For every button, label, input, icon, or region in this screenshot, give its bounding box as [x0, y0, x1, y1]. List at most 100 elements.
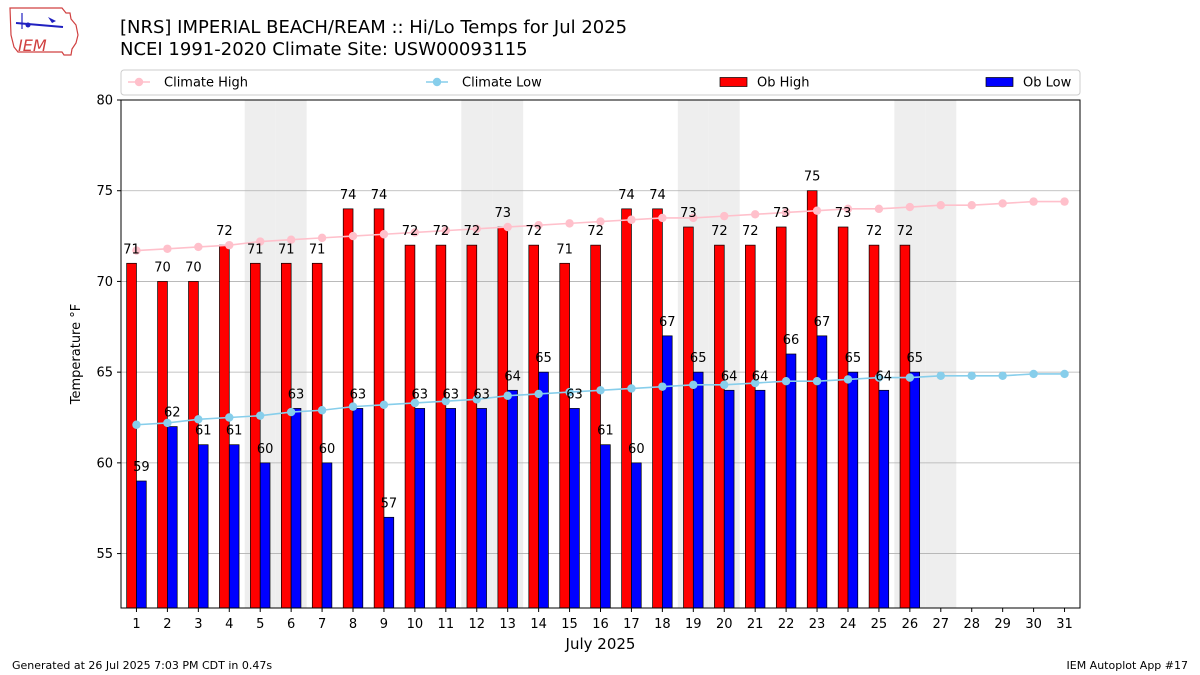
- title-line-2: NCEI 1991-2020 Climate Site: USW00093115: [120, 39, 528, 60]
- ob-low-value-label: 66: [783, 333, 800, 348]
- legend-climate-high-marker: [134, 77, 144, 87]
- app-note: IEM Autoplot App #17: [1066, 659, 1189, 672]
- ob-low-bar: [136, 480, 147, 609]
- ob-low-bar: [445, 408, 456, 609]
- ob-low-value-label: 61: [226, 424, 243, 439]
- ob-low-bar: [692, 371, 704, 609]
- x-tick-label: 23: [809, 617, 826, 632]
- ob-high-value-label: 74: [618, 188, 635, 203]
- climate-high-point: [194, 242, 203, 252]
- ob-low-bar: [414, 408, 426, 609]
- ob-high-value-label: 72: [897, 224, 914, 239]
- ob-low-bar: [754, 389, 766, 609]
- ob-high-bar: [621, 208, 632, 609]
- legend-climate-high-label: Climate High: [164, 76, 248, 91]
- climate-high-point: [750, 210, 760, 219]
- y-tick-label: 75: [96, 184, 113, 199]
- climate-high-point: [689, 213, 698, 223]
- ob-high-value-label: 72: [866, 224, 883, 239]
- y-tick-label: 55: [96, 547, 113, 562]
- ob-high-value-label: 72: [525, 224, 542, 239]
- ob-high-value-label: 71: [556, 242, 573, 257]
- x-tick-label: 17: [623, 617, 640, 632]
- title-line-1: [NRS] IMPERIAL BEACH/REAM :: Hi/Lo Temps…: [120, 17, 628, 38]
- ob-high-bar: [466, 244, 478, 609]
- climate-high-point: [225, 240, 234, 250]
- x-tick-label: 6: [287, 617, 295, 632]
- climate-high-point: [534, 220, 543, 230]
- climate-high-point: [843, 204, 853, 214]
- ob-low-value-label: 63: [442, 387, 459, 402]
- climate-low-point: [256, 411, 265, 420]
- logo-text: IEM: [18, 36, 47, 55]
- ob-low-value-label: 63: [350, 387, 367, 402]
- ob-low-bar: [321, 462, 333, 609]
- x-tick-label: 13: [499, 617, 516, 632]
- ob-low-value-label: 65: [535, 351, 552, 366]
- climate-low-point: [843, 375, 853, 384]
- ob-high-bar: [157, 281, 168, 609]
- climate-low-point: [720, 380, 729, 390]
- climate-low-point: [441, 396, 451, 406]
- y-tick-label: 65: [96, 366, 113, 381]
- climate-low-point: [781, 377, 791, 386]
- ob-low-bar: [878, 389, 890, 609]
- ob-low-value-label: 65: [906, 351, 923, 366]
- legend-climate-low-marker: [432, 77, 442, 87]
- ob-low-bar: [383, 516, 395, 609]
- x-tick-label: 22: [778, 617, 795, 632]
- x-axis-label: July 2025: [565, 635, 636, 653]
- ob-high-bar: [683, 226, 694, 609]
- climate-high-point: [905, 202, 915, 212]
- climate-high-point: [132, 246, 141, 255]
- ob-low-value-label: 59: [133, 460, 150, 475]
- climate-low-point: [565, 387, 574, 397]
- ob-low-value-label: 67: [814, 315, 831, 330]
- ob-low-value-label: 60: [628, 442, 645, 457]
- ob-high-bar: [868, 244, 880, 609]
- climate-low-point: [472, 395, 481, 404]
- climate-high-point: [627, 215, 636, 224]
- ob-low-bar: [259, 462, 271, 609]
- climate-high-point: [503, 222, 512, 232]
- ob-high-value-label: 74: [649, 188, 666, 203]
- ob-high-bar: [280, 262, 292, 609]
- climate-low-point: [534, 389, 543, 399]
- ob-high-value-label: 72: [433, 224, 450, 239]
- ob-high-value-label: 71: [123, 242, 140, 257]
- ob-low-value-label: 65: [690, 351, 707, 366]
- ob-high-value-label: 72: [402, 224, 419, 239]
- x-tick-label: 10: [407, 617, 424, 632]
- ob-high-bar: [775, 226, 787, 609]
- climate-low-point: [627, 384, 636, 393]
- ob-high-bar: [899, 244, 911, 609]
- ob-low-bar: [600, 444, 611, 609]
- x-tick-label: 15: [561, 617, 578, 632]
- iem-logo: IEM: [9, 7, 79, 56]
- climate-low-point: [317, 406, 327, 415]
- ob-low-bar: [662, 335, 673, 609]
- ob-low-value-label: 65: [845, 351, 862, 366]
- ob-low-value-label: 64: [721, 369, 738, 384]
- ob-high-value-label: 72: [742, 224, 759, 239]
- ob-low-bar: [507, 389, 518, 609]
- climate-high-point: [441, 226, 451, 235]
- legend-climate-low-label: Climate Low: [462, 76, 542, 91]
- ob-low-value-label: 64: [504, 369, 521, 384]
- chart-title: [NRS] IMPERIAL BEACH/REAM :: Hi/Lo Temps…: [120, 17, 627, 61]
- ob-low-bar: [197, 444, 209, 609]
- ob-high-bar: [404, 244, 416, 609]
- climate-low-point: [936, 371, 945, 380]
- climate-high-point: [658, 213, 667, 223]
- ob-high-value-label: 73: [495, 206, 512, 221]
- ob-low-value-label: 67: [659, 315, 676, 330]
- y-tick-label: 80: [96, 94, 113, 109]
- x-tick-label: 8: [349, 617, 357, 632]
- x-tick-label: 19: [685, 617, 702, 632]
- climate-low-point: [348, 402, 358, 411]
- climate-high-point: [256, 237, 265, 246]
- ob-high-bar: [497, 226, 509, 609]
- climate-low-point: [379, 400, 389, 409]
- ob-high-value-label: 73: [773, 206, 790, 221]
- y-axis-label: Temperature °F: [69, 304, 84, 405]
